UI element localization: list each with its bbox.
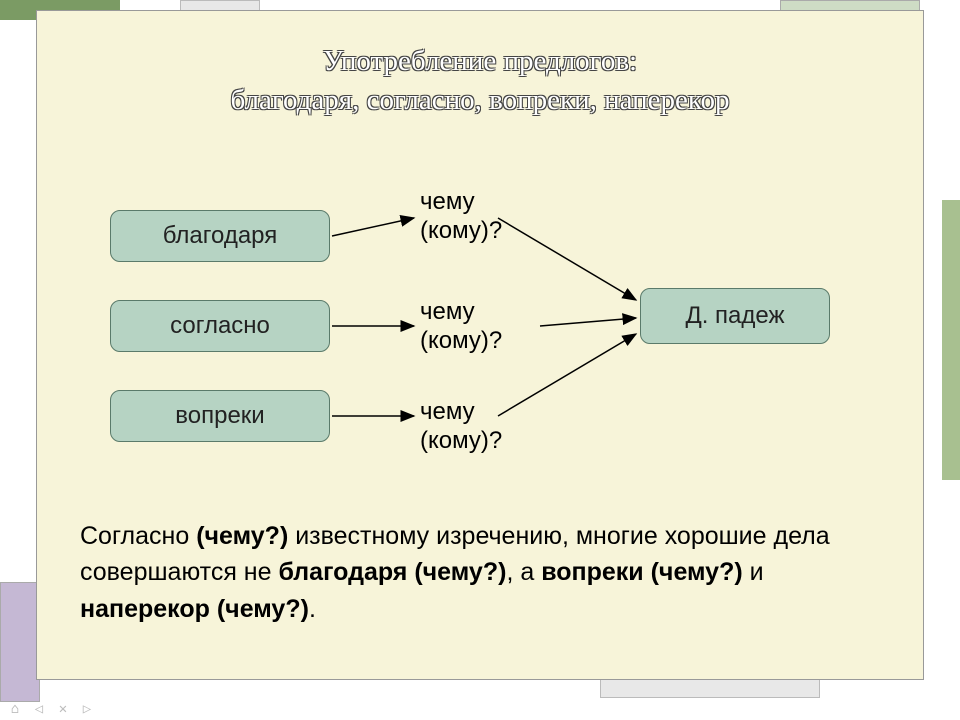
node-padezh: Д. падеж [640, 288, 830, 344]
question-1-line1: чему [420, 188, 475, 215]
sent-p1: Согласно [80, 522, 196, 550]
question-2-line1: чему [420, 298, 475, 325]
nav-close-icon[interactable]: ✕ [54, 700, 72, 718]
sent-b2: благодаря (чему?) [278, 558, 506, 586]
title-line1: Употребление предлогов: [323, 45, 637, 77]
title-line2: благодаря, согласно, вопреки, наперекор [230, 84, 729, 116]
question-3: чему (кому)? [420, 398, 502, 456]
sent-b1: (чему?) [196, 522, 288, 550]
slide-title: Употребление предлогов: благодаря, согла… [0, 42, 960, 120]
decor-box-bottom-left [0, 582, 40, 702]
decor-bar-right [942, 200, 960, 480]
nav-next-icon[interactable]: ▷ [78, 700, 96, 718]
node-blagodarya: благодаря [110, 210, 330, 262]
sent-p3: , а [506, 558, 541, 586]
nav-controls: ⌂ ◁ ✕ ▷ [6, 700, 96, 718]
question-1-line2: (кому)? [420, 217, 502, 244]
example-sentence: Согласно (чему?) известному изречению, м… [80, 518, 850, 627]
question-2-line2: (кому)? [420, 327, 502, 354]
question-2: чему (кому)? [420, 298, 502, 356]
sent-b3: вопреки (чему?) [541, 558, 743, 586]
nav-home-icon[interactable]: ⌂ [6, 700, 24, 718]
sent-b4: наперекор (чему?) [80, 595, 309, 623]
question-3-line1: чему [420, 398, 475, 425]
node-soglasno: согласно [110, 300, 330, 352]
question-3-line2: (кому)? [420, 427, 502, 454]
nav-prev-icon[interactable]: ◁ [30, 700, 48, 718]
sent-p5: . [309, 595, 316, 623]
node-vopreki: вопреки [110, 390, 330, 442]
sent-p4: и [743, 558, 764, 586]
question-1: чему (кому)? [420, 188, 502, 246]
